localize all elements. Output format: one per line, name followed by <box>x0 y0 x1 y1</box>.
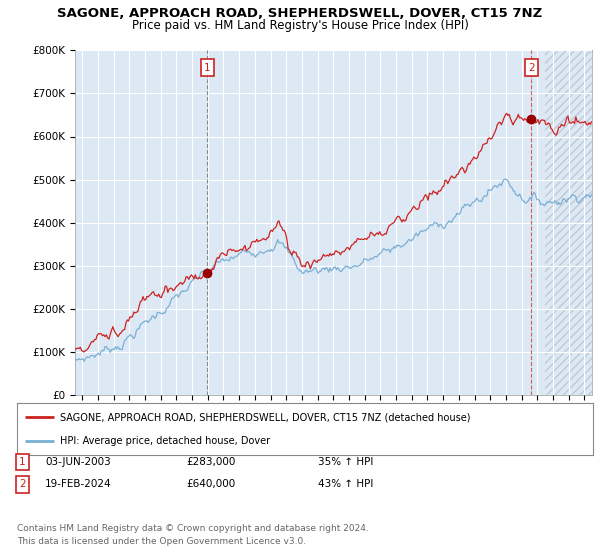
Text: 2: 2 <box>528 63 535 73</box>
Text: 43% ↑ HPI: 43% ↑ HPI <box>318 479 373 489</box>
Text: Contains HM Land Registry data © Crown copyright and database right 2024.: Contains HM Land Registry data © Crown c… <box>17 524 368 533</box>
Text: SAGONE, APPROACH ROAD, SHEPHERDSWELL, DOVER, CT15 7NZ (detached house): SAGONE, APPROACH ROAD, SHEPHERDSWELL, DO… <box>60 412 470 422</box>
Text: HPI: Average price, detached house, Dover: HPI: Average price, detached house, Dove… <box>60 436 270 446</box>
Bar <box>545 50 592 395</box>
Text: This data is licensed under the Open Government Licence v3.0.: This data is licensed under the Open Gov… <box>17 537 306 546</box>
Text: SAGONE, APPROACH ROAD, SHEPHERDSWELL, DOVER, CT15 7NZ: SAGONE, APPROACH ROAD, SHEPHERDSWELL, DO… <box>58 7 542 20</box>
Text: Price paid vs. HM Land Registry's House Price Index (HPI): Price paid vs. HM Land Registry's House … <box>131 19 469 32</box>
Text: 19-FEB-2024: 19-FEB-2024 <box>45 479 112 489</box>
Text: 1: 1 <box>204 63 211 73</box>
Text: 35% ↑ HPI: 35% ↑ HPI <box>318 457 373 467</box>
Text: 03-JUN-2003: 03-JUN-2003 <box>45 457 111 467</box>
Text: 1: 1 <box>19 457 26 467</box>
Text: £283,000: £283,000 <box>186 457 235 467</box>
Text: 2: 2 <box>19 479 26 489</box>
Text: £640,000: £640,000 <box>186 479 235 489</box>
Bar <box>545 50 592 395</box>
